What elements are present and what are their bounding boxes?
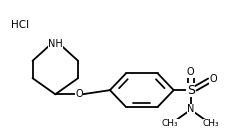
Text: CH₃: CH₃ (203, 119, 220, 128)
Text: S: S (187, 84, 195, 97)
Text: N: N (187, 104, 194, 114)
Text: HCl: HCl (11, 20, 29, 30)
Text: O: O (187, 67, 195, 77)
Text: O: O (75, 89, 83, 99)
Text: CH₃: CH₃ (162, 119, 179, 128)
Text: O: O (210, 74, 217, 84)
Text: NH: NH (48, 39, 63, 49)
